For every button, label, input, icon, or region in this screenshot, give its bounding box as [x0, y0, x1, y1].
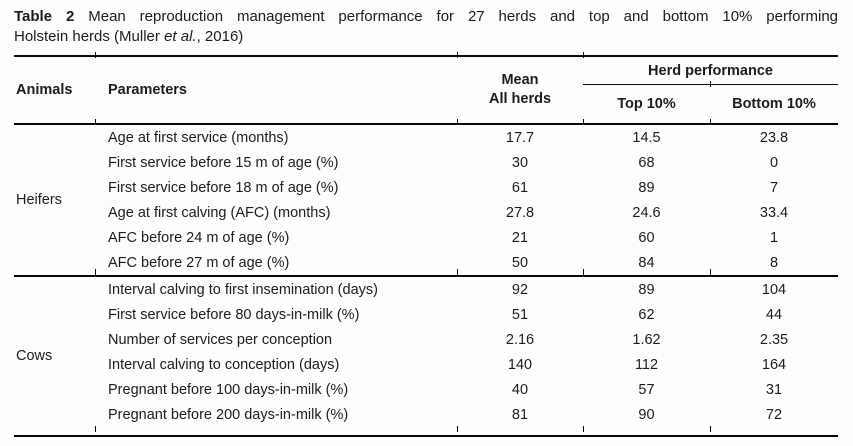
column-tick: [457, 269, 458, 275]
bottom10-value-cell: 2.35: [759, 331, 789, 348]
column-tick: [95, 52, 96, 58]
bottom10-value-cell: 104: [761, 281, 787, 298]
top10-value-cell: 112: [634, 356, 659, 373]
bottom10-value-cell: 8: [769, 254, 779, 271]
mean-label-line1: Mean: [501, 72, 539, 88]
bottom10-value-cell: 1: [769, 229, 779, 246]
top10-value-cell: 84: [638, 254, 655, 271]
mean-value-cell: 92: [511, 281, 529, 298]
bottom10-value-cell: 31: [765, 381, 783, 398]
table-caption-citation-pre: Holstein herds (Muller: [14, 28, 165, 45]
bottom10-value-cell: 0: [769, 154, 779, 171]
reproduction-performance-table: Animals Parameters Mean All herds Herd p…: [14, 55, 838, 437]
table-caption-line2: Holstein herds (Muller et al., 2016): [14, 27, 838, 47]
column-header-top10: Top 10%: [583, 84, 710, 125]
mean-value-cell: 21: [511, 229, 529, 246]
column-tick: [710, 119, 711, 125]
parameter-cell: Interval calving to first insemination (…: [108, 281, 378, 298]
column-tick: [583, 269, 584, 275]
table-caption: Table 2 Mean reproduction management per…: [14, 7, 838, 47]
parameter-cell: Interval calving to conception (days): [108, 356, 340, 373]
mean-value-cell: 81: [511, 406, 529, 423]
column-header-animals: Animals: [14, 56, 102, 125]
column-header-herd-performance: Herd performance: [583, 56, 838, 85]
top10-value-cell: 89: [638, 281, 655, 298]
table-row: Age at first calving (AFC) (months) 27.8…: [14, 200, 838, 225]
top10-value-cell: 60: [638, 229, 655, 246]
parameter-cell: AFC before 24 m of age (%): [108, 229, 290, 246]
column-tick: [583, 426, 584, 432]
column-header-bottom10: Bottom 10%: [710, 84, 838, 125]
column-tick: [457, 52, 458, 58]
column-tick: [95, 269, 96, 275]
parameter-cell: Pregnant before 100 days-in-milk (%): [108, 381, 349, 398]
parameter-cell: Age at first service (months): [108, 129, 289, 146]
parameter-cell: First service before 80 days-in-milk (%): [108, 306, 360, 323]
table-row: Pregnant before 200 days-in-milk (%) 81 …: [14, 402, 838, 436]
bottom10-value-cell: 23.8: [759, 129, 789, 146]
bottom10-value-cell: 33.4: [759, 204, 789, 221]
column-header-parameters: Parameters: [102, 56, 457, 125]
mean-value-cell: 61: [511, 179, 529, 196]
column-tick: [710, 269, 711, 275]
et-al-italic: et al.: [164, 28, 197, 45]
top10-value-cell: 24.6: [632, 204, 661, 221]
parameter-cell: AFC before 27 m of age (%): [108, 254, 290, 271]
mean-value-cell: 50: [511, 254, 529, 271]
table-row: First service before 18 m of age (%) 61 …: [14, 175, 838, 200]
bottom10-value-cell: 164: [761, 356, 787, 373]
column-tick: [710, 426, 711, 432]
column-tick: [95, 426, 96, 432]
table-row: First service before 15 m of age (%) 30 …: [14, 150, 838, 175]
parameter-cell: First service before 15 m of age (%): [108, 154, 339, 171]
top10-value-cell: 57: [638, 381, 655, 398]
mean-value-cell: 140: [507, 356, 533, 373]
table-row: Pregnant before 100 days-in-milk (%) 40 …: [14, 377, 838, 402]
table-header: Animals Parameters Mean All herds Herd p…: [14, 56, 838, 125]
top10-value-cell: 1.62: [632, 331, 661, 348]
column-header-mean-all-herds: Mean All herds: [457, 56, 583, 125]
table-number-label: Table 2: [14, 8, 75, 25]
cows-group: Cows Interval calving to first inseminat…: [14, 276, 838, 436]
table-row: AFC before 27 m of age (%) 50 84 8: [14, 250, 838, 276]
parameter-cell: Age at first calving (AFC) (months): [108, 204, 331, 221]
top10-value-cell: 90: [638, 406, 655, 423]
table-row: AFC before 24 m of age (%) 21 60 1: [14, 225, 838, 250]
top10-value-cell: 62: [638, 306, 655, 323]
column-tick: [583, 52, 584, 58]
table-caption-line1: Table 2 Mean reproduction management per…: [14, 7, 838, 27]
mean-value-cell: 27.8: [505, 204, 535, 221]
bottom10-value-cell: 44: [765, 306, 783, 323]
table-row: Cows Interval calving to first inseminat…: [14, 276, 838, 365]
column-tick: [583, 119, 584, 125]
animal-group-label-cows: Cows: [16, 348, 53, 364]
table-row: Number of services per conception 2.16 1…: [14, 327, 838, 352]
heifers-group: Heifers Age at first service (months) 17…: [14, 124, 838, 276]
table-caption-text: Mean reproduction management performance…: [74, 8, 839, 25]
column-tick: [457, 426, 458, 432]
top10-value-cell: 89: [638, 179, 655, 196]
top10-value-cell: 68: [638, 154, 655, 171]
mean-label-line2: All herds: [488, 91, 552, 107]
mean-value-cell: 2.16: [505, 331, 535, 348]
mean-value-cell: 40: [511, 381, 529, 398]
parameter-cell: Pregnant before 200 days-in-milk (%): [108, 406, 349, 423]
top10-value-cell: 14.5: [632, 129, 661, 146]
table-caption-citation-post: , 2016): [196, 28, 244, 45]
column-tick: [710, 81, 711, 87]
parameter-cell: Number of services per conception: [108, 331, 333, 348]
column-tick: [95, 119, 96, 125]
mean-value-cell: 17.7: [505, 129, 535, 146]
table-row: Interval calving to conception (days) 14…: [14, 352, 838, 377]
bottom10-value-cell: 72: [765, 406, 783, 423]
column-tick: [457, 119, 458, 125]
bottom10-value-cell: 7: [769, 179, 779, 196]
table-row: First service before 80 days-in-milk (%)…: [14, 302, 838, 327]
table-row: Heifers Age at first service (months) 17…: [14, 124, 838, 209]
parameter-cell: First service before 18 m of age (%): [108, 179, 339, 196]
mean-value-cell: 30: [511, 154, 529, 171]
animal-group-label-heifers: Heifers: [16, 192, 62, 208]
mean-value-cell: 51: [511, 306, 529, 323]
